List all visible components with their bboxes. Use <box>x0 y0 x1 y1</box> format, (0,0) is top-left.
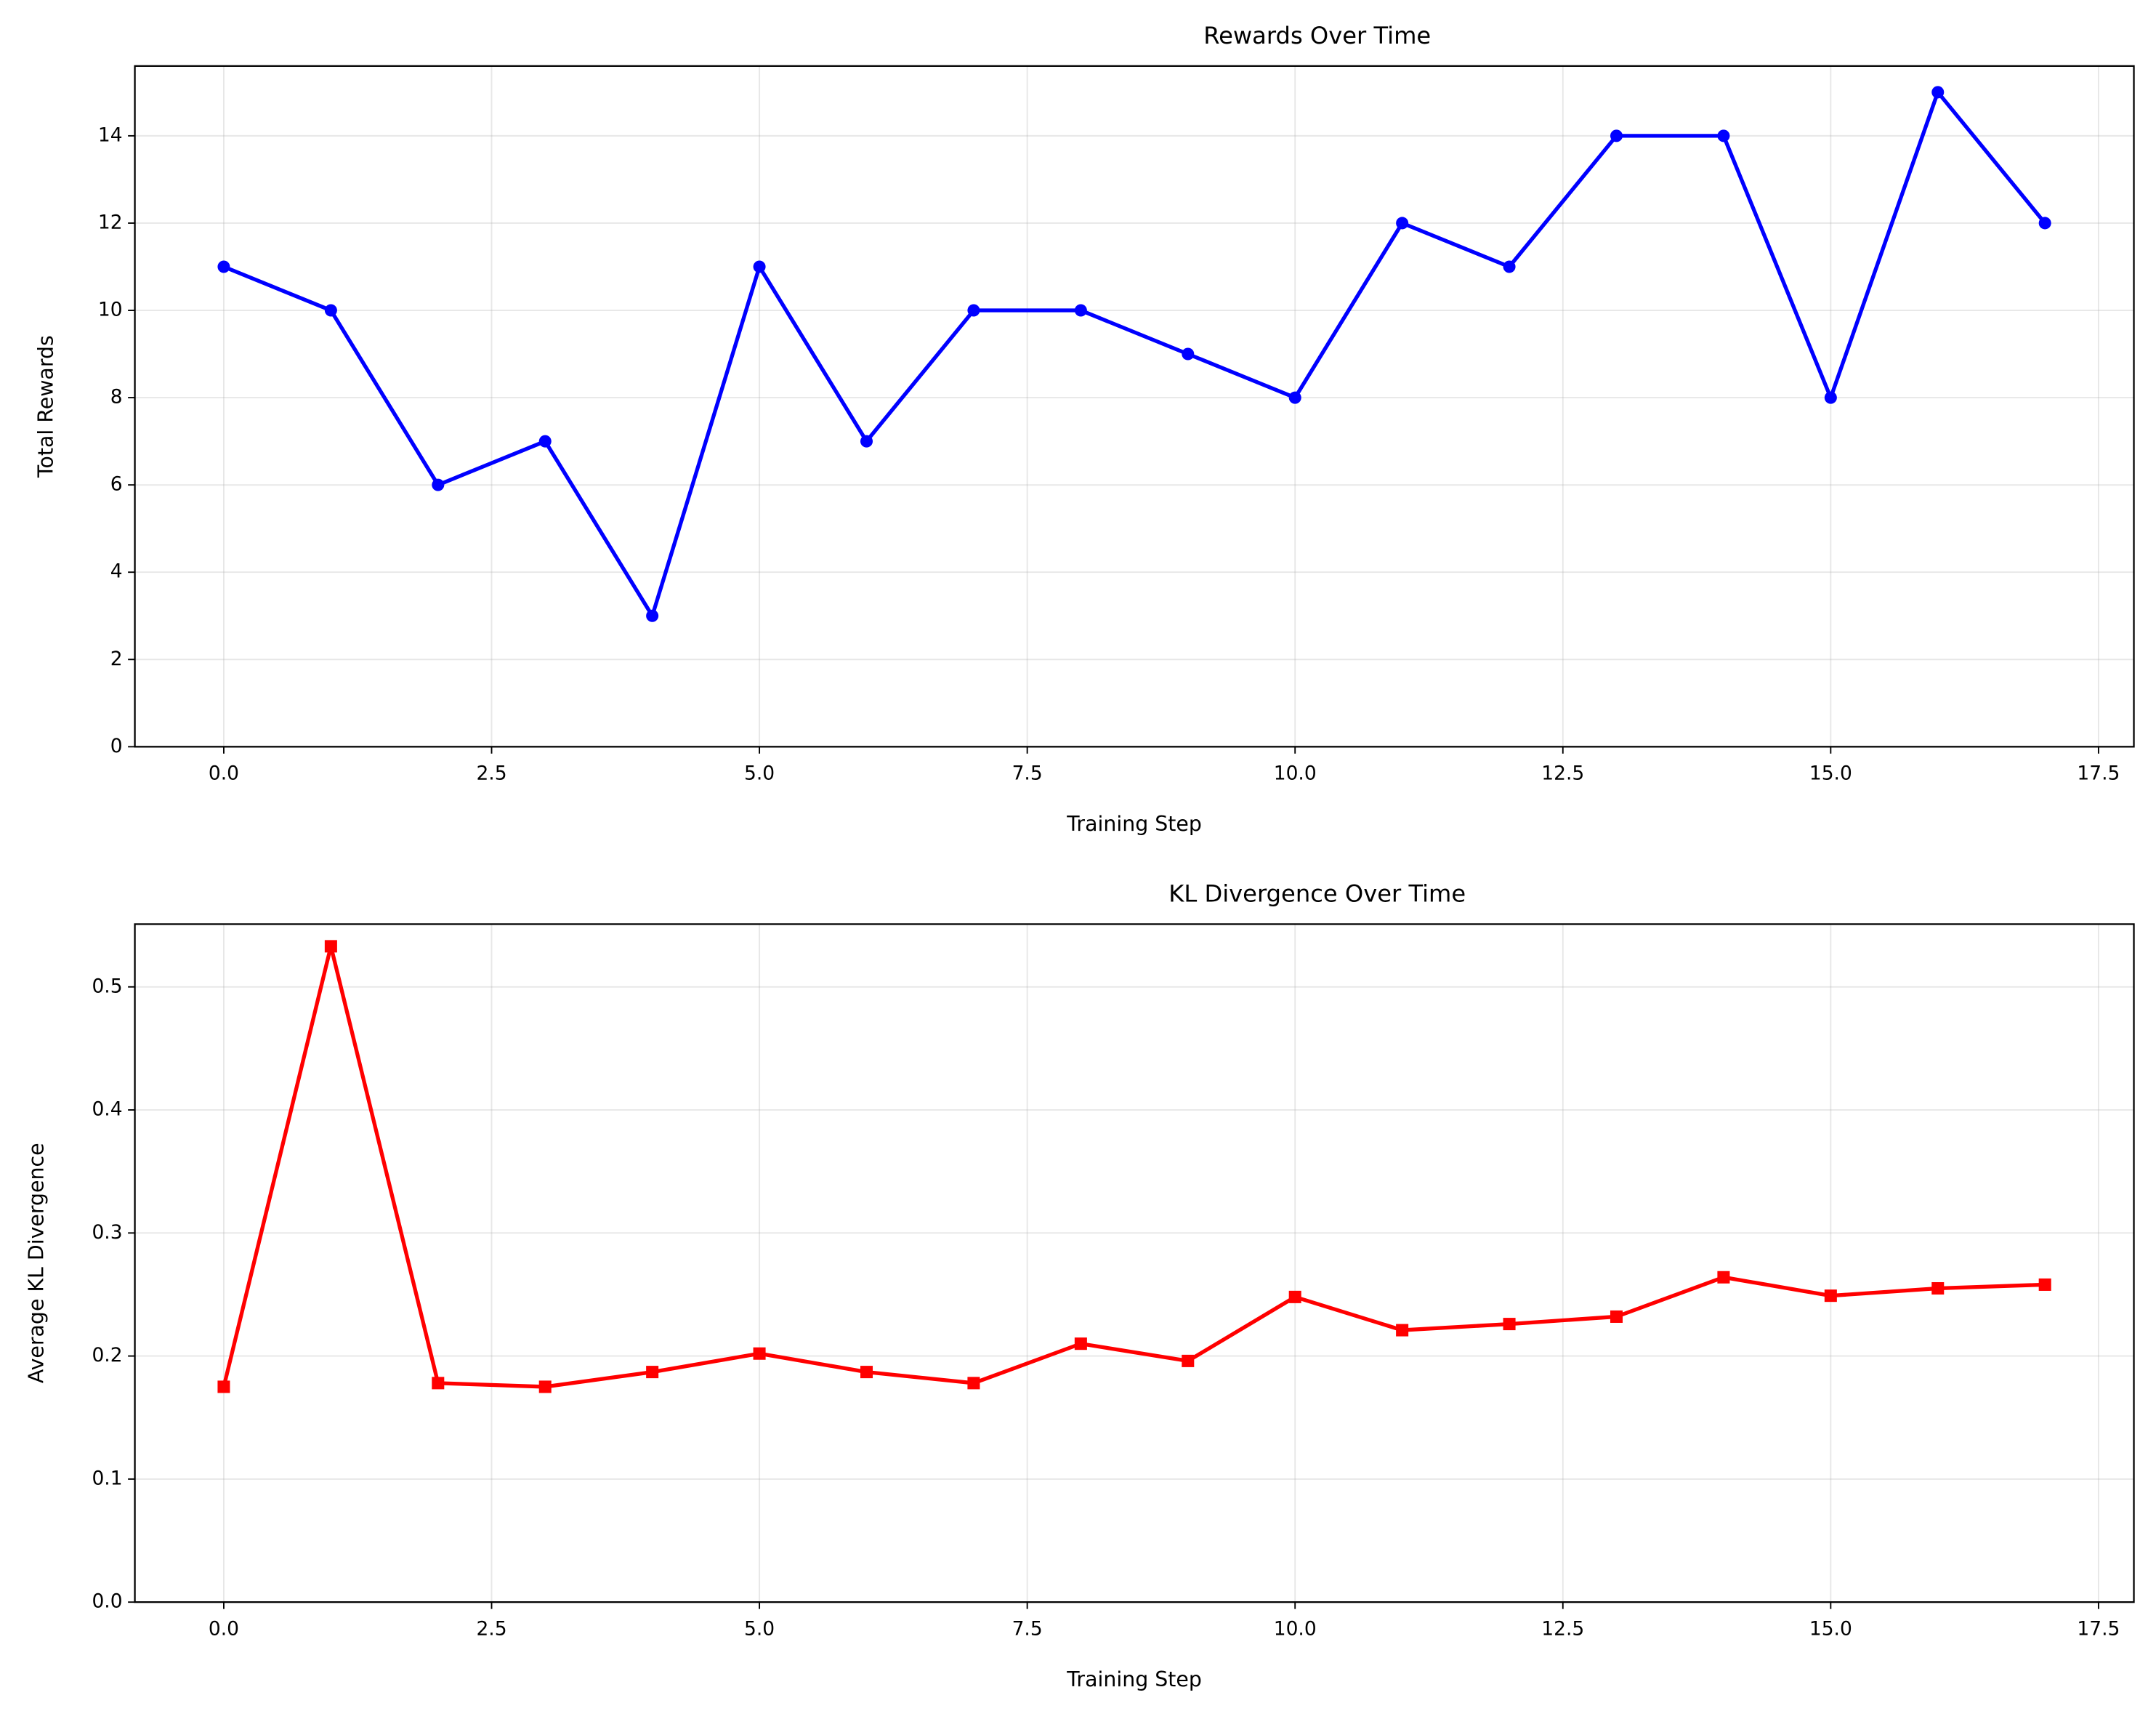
marker <box>2038 1278 2051 1291</box>
marker <box>1931 1281 1945 1295</box>
marker <box>432 1377 445 1390</box>
marker <box>432 478 445 491</box>
x-tick-label: 5.0 <box>744 762 775 785</box>
x-axis-label: Training Step <box>1066 1667 1202 1691</box>
marker <box>753 260 766 273</box>
y-tick-label: 2 <box>110 648 123 670</box>
chart-title: Rewards Over Time <box>1203 22 1431 49</box>
marker <box>646 609 659 622</box>
y-tick-label: 8 <box>110 386 123 408</box>
y-tick-label: 14 <box>98 124 123 146</box>
marker <box>324 304 337 317</box>
marker <box>753 1347 766 1360</box>
marker <box>1503 260 1516 273</box>
y-tick-label: 0.2 <box>92 1344 122 1366</box>
x-tick-label: 15.0 <box>1809 1618 1852 1641</box>
marker <box>217 260 230 273</box>
y-tick-label: 0 <box>110 735 123 757</box>
y-axis-label: Total Rewards <box>34 335 58 478</box>
y-tick-label: 0.5 <box>92 975 122 997</box>
marker <box>1074 304 1087 317</box>
marker <box>1717 1271 1730 1284</box>
marker <box>1288 391 1301 404</box>
marker <box>1288 1290 1301 1303</box>
marker <box>1182 1354 1195 1367</box>
x-tick-label: 15.0 <box>1809 762 1852 785</box>
x-tick-label: 0.0 <box>209 1618 239 1641</box>
marker <box>1824 1289 1837 1303</box>
marker <box>538 435 552 448</box>
y-tick-label: 4 <box>110 560 123 583</box>
x-tick-label: 10.0 <box>1274 1618 1317 1641</box>
marker <box>217 1380 230 1393</box>
marker <box>324 940 337 953</box>
line <box>222 944 2046 1389</box>
x-tick-label: 10.0 <box>1274 762 1317 785</box>
x-tick-label: 12.5 <box>1541 762 1584 785</box>
marker <box>1717 129 1730 142</box>
y-tick-label: 0.3 <box>92 1221 122 1244</box>
marker <box>860 1366 873 1379</box>
y-tick-label: 12 <box>98 211 123 233</box>
x-axis-label: Training Step <box>1066 812 1202 836</box>
marker <box>1931 86 1945 99</box>
axes-frame <box>134 923 2135 1603</box>
x-tick-label: 7.5 <box>1012 1618 1043 1641</box>
x-tick-label: 2.5 <box>476 762 506 785</box>
marker <box>1610 1310 1623 1323</box>
x-tick-label: 17.5 <box>2077 762 2120 785</box>
line <box>222 90 2047 618</box>
x-tick-label: 7.5 <box>1012 762 1043 785</box>
y-tick-label: 10 <box>98 299 123 321</box>
marker <box>1824 391 1837 404</box>
marker <box>1182 347 1195 361</box>
axes-frame <box>134 65 2135 748</box>
marker <box>1610 129 1623 142</box>
y-tick-label: 0.1 <box>92 1467 122 1489</box>
marker <box>1396 217 1409 230</box>
x-tick-label: 17.5 <box>2077 1618 2120 1641</box>
marker <box>1503 1318 1516 1331</box>
x-tick-label: 12.5 <box>1541 1618 1584 1641</box>
x-tick-label: 5.0 <box>744 1618 775 1641</box>
x-tick-label: 0.0 <box>209 762 239 785</box>
chart-title: KL Divergence Over Time <box>1168 880 1466 908</box>
marker <box>860 435 873 448</box>
marker <box>2038 217 2051 230</box>
y-tick-label: 6 <box>110 473 123 496</box>
marker <box>967 1377 980 1390</box>
marker <box>1396 1324 1409 1337</box>
y-tick-label: 0.0 <box>92 1590 122 1613</box>
marker <box>538 1380 552 1393</box>
y-axis-label: Average KL Divergence <box>24 1143 48 1383</box>
x-tick-label: 2.5 <box>476 1618 506 1641</box>
marker <box>967 304 980 317</box>
marker <box>646 1366 659 1379</box>
y-tick-label: 0.4 <box>92 1098 122 1121</box>
marker <box>1074 1337 1087 1350</box>
